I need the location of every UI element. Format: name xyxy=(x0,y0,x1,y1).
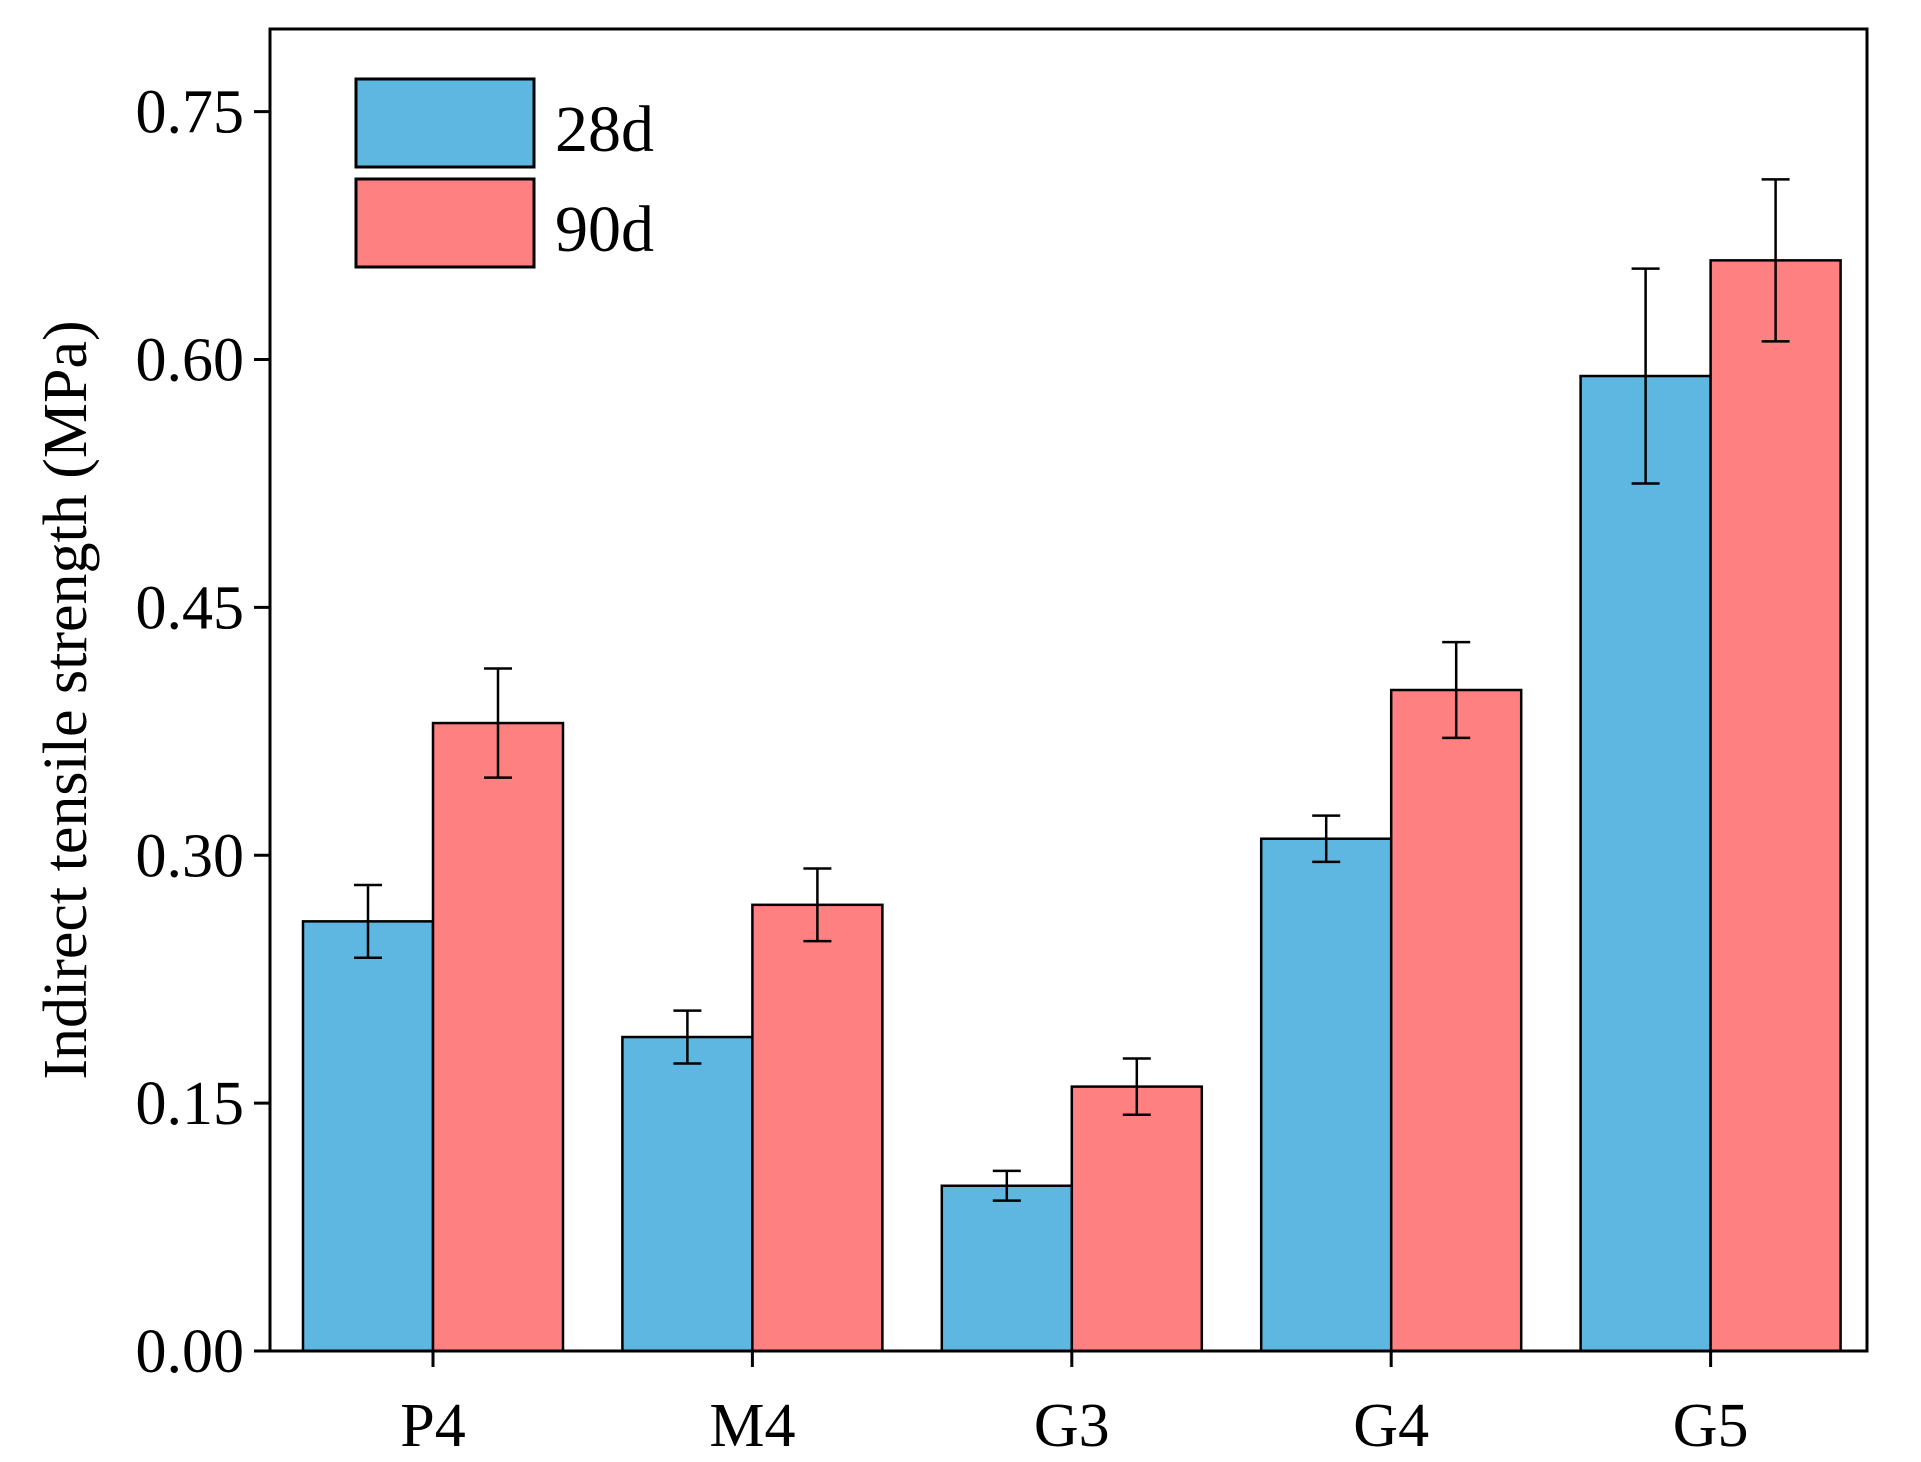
x-tick-label-g5: G5 xyxy=(1673,1392,1749,1460)
x-tick-label-g4: G4 xyxy=(1353,1392,1429,1460)
y-tick-label-0.45: 0.45 xyxy=(136,574,245,642)
y-tick-label-0.00: 0.00 xyxy=(136,1318,245,1386)
bar-g3-28d xyxy=(940,1184,1074,1353)
bar-g4-28d xyxy=(1259,837,1393,1353)
legend: 28d 90d xyxy=(354,77,654,269)
bar-m4-90d xyxy=(751,903,884,1353)
bar-m4-28d xyxy=(621,1035,754,1353)
y-tick-label-0.75: 0.75 xyxy=(136,79,245,147)
y-tick-label-0.15: 0.15 xyxy=(136,1070,245,1138)
plot-area: P4 M4 G3 G4 G5 0.00 0.15 0.30 0.45 0.60 0.75 xyxy=(136,27,1869,1460)
bar-g4-90d xyxy=(1389,688,1523,1353)
legend-swatch-28d xyxy=(354,77,536,169)
x-tick-label-p4: P4 xyxy=(400,1392,465,1460)
y-tick-label-0.30: 0.30 xyxy=(136,822,245,890)
plot-frame xyxy=(268,27,1869,1353)
x-tick-label-m4: M4 xyxy=(709,1392,795,1460)
bar-g3-90d xyxy=(1070,1085,1204,1353)
legend-label-28d: 28d xyxy=(555,93,654,166)
y-axis-title: Indirect tensile strength (MPa) xyxy=(32,320,100,1079)
y-tick-label-0.60: 0.60 xyxy=(136,327,245,395)
bar-p4-90d xyxy=(431,721,565,1353)
x-tick-label-g3: G3 xyxy=(1034,1392,1110,1460)
bar-p4-28d xyxy=(301,920,435,1353)
legend-swatch-90d xyxy=(354,177,536,269)
bar-g5-90d xyxy=(1709,259,1842,1353)
legend-label-90d: 90d xyxy=(555,193,654,266)
bar-g5-28d xyxy=(1579,374,1712,1353)
